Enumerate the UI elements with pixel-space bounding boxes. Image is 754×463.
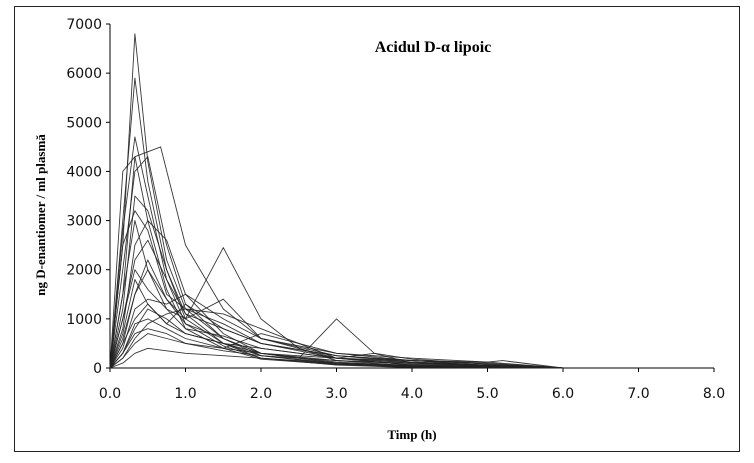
series-line-21 — [109, 269, 564, 369]
plot-area — [109, 33, 564, 369]
series-line-2 — [109, 77, 564, 369]
tick-labels: 0.0 1.0 2.0 3.0 4.0 5.0 6.0 7.0 8.0 0 1000 2000 3000… — [66, 17, 725, 402]
series-line-10 — [109, 308, 564, 369]
y-tick-label: 0 — [93, 361, 102, 377]
y-tick-label: 1000 — [66, 312, 102, 328]
series-line-15 — [109, 220, 564, 369]
y-tick-label: 7000 — [66, 17, 102, 33]
y-tick-label: 2000 — [66, 263, 102, 279]
x-tick-label: 5.0 — [476, 386, 498, 402]
chart-title: Acidul D-α lipoic — [375, 39, 492, 56]
x-tick-label: 7.0 — [627, 386, 649, 402]
y-tick-label: 3000 — [66, 214, 102, 230]
x-tick-label: 4.0 — [401, 386, 423, 402]
axes — [106, 23, 715, 372]
series-line-11 — [109, 239, 564, 369]
series-line-9 — [109, 247, 564, 369]
y-tick-label: 5000 — [66, 115, 102, 131]
x-tick-label: 3.0 — [325, 386, 347, 402]
series-line-23 — [109, 328, 564, 369]
x-axis-label: Timp (h) — [387, 427, 436, 442]
x-tick-label: 0.0 — [99, 386, 121, 402]
series-line-3 — [109, 136, 564, 369]
x-tick-label: 2.0 — [250, 386, 272, 402]
series-line-4 — [109, 156, 564, 369]
series-line-22 — [109, 303, 564, 369]
series-line-17 — [109, 318, 564, 369]
x-tick-label: 8.0 — [703, 386, 725, 402]
x-tick-label: 6.0 — [552, 386, 574, 402]
series-line-12 — [109, 259, 564, 369]
y-tick-label: 4000 — [66, 164, 102, 180]
x-tick-label: 1.0 — [174, 386, 196, 402]
y-tick-label: 6000 — [66, 66, 102, 82]
series-line-8 — [109, 220, 564, 369]
series-line-16 — [109, 279, 564, 369]
series-line-6 — [109, 156, 564, 369]
series-line-1 — [109, 33, 564, 369]
y-axis-label: ng D-enantiomer / ml plasmă — [33, 134, 48, 296]
series-line-14 — [109, 308, 564, 369]
